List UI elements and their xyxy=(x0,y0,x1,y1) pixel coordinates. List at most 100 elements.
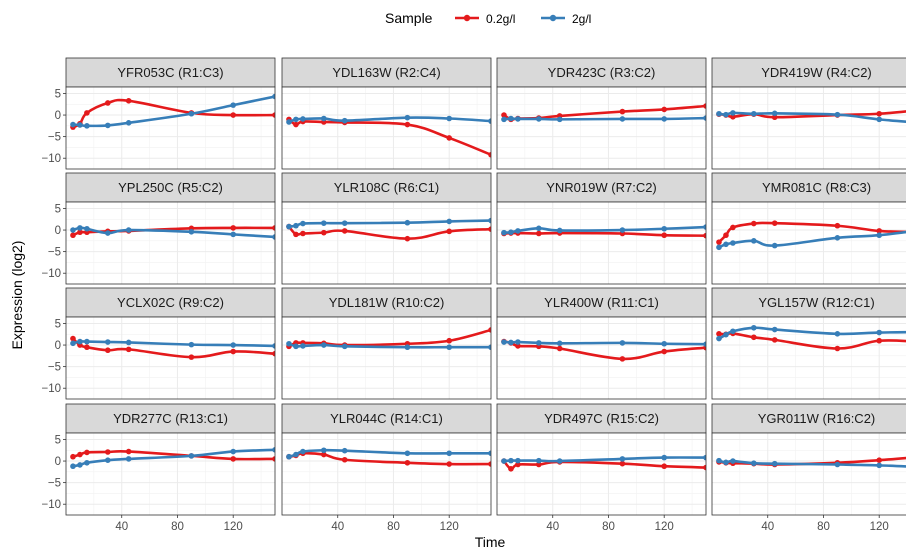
data-point xyxy=(508,339,514,346)
legend-item-2g-l-marker xyxy=(549,14,557,22)
facet-title: YDR423C (R3:C2) xyxy=(548,65,656,80)
facet-panel-8: YMR081C (R8:C3) xyxy=(711,172,906,285)
data-layer xyxy=(716,456,906,469)
data-point xyxy=(771,326,778,333)
x-tick-label: 40 xyxy=(761,521,774,533)
data-point xyxy=(321,451,327,458)
facet-panel-4: YDR419W (R4:C2) xyxy=(711,57,906,170)
panel-border xyxy=(65,432,276,516)
data-point xyxy=(272,225,275,231)
data-layer xyxy=(70,447,275,470)
data-point xyxy=(536,457,542,464)
data-point xyxy=(703,224,706,230)
data-point xyxy=(293,451,299,458)
panel-border xyxy=(711,86,906,170)
facet-panel-9: YCLX02C (R9:C2) 5 0 −5 −10 xyxy=(41,287,276,400)
data-point xyxy=(619,227,626,233)
data-point xyxy=(556,227,563,234)
facet-title: YPL250C (R5:C2) xyxy=(118,180,223,195)
panel-border xyxy=(496,432,707,516)
data-point xyxy=(876,116,882,123)
data-point xyxy=(272,350,275,357)
data-point xyxy=(834,461,841,468)
plot-background xyxy=(497,317,706,399)
facet-panel-15: YDR497C (R15:C2) 40 80 120 xyxy=(496,403,707,533)
data-point xyxy=(446,228,453,235)
legend-item-2g-l-label: 2g/l xyxy=(572,12,591,26)
panel-border xyxy=(496,316,707,400)
y-tick-label: −5 xyxy=(48,478,61,490)
facet-strip xyxy=(711,172,906,203)
data-point xyxy=(341,117,348,124)
plot-background xyxy=(497,202,706,284)
facet-title: YDL163W (R2:C4) xyxy=(332,65,440,80)
y-tick-label: −10 xyxy=(41,383,61,395)
data-layer xyxy=(501,103,706,123)
x-tick-label: 80 xyxy=(817,521,830,533)
data-point xyxy=(105,339,111,345)
data-point xyxy=(488,327,491,333)
data-point xyxy=(751,110,757,117)
facet-panel-14: YLR044C (R14:C1) 40 80 120 xyxy=(281,403,492,533)
data-point xyxy=(70,121,76,128)
data-point xyxy=(771,220,778,226)
data-point xyxy=(70,453,76,460)
facet-title: YDR497C (R15:C2) xyxy=(544,411,659,426)
facet-strip xyxy=(496,403,707,434)
data-point xyxy=(834,345,841,352)
x-tick-label: 120 xyxy=(440,521,459,533)
data-point xyxy=(230,112,236,118)
data-point xyxy=(230,231,236,238)
data-point xyxy=(751,460,757,467)
data-point xyxy=(77,122,83,128)
facet-strip xyxy=(281,57,492,88)
panel-border xyxy=(65,316,276,400)
facet-panel-1: YFR053C (R1:C3) 5 0 −5 −10 xyxy=(41,57,276,170)
data-point xyxy=(716,244,722,251)
panel-border xyxy=(65,201,276,285)
data-point xyxy=(125,98,132,104)
data-point xyxy=(515,339,521,345)
data-point xyxy=(556,458,563,464)
data-point xyxy=(105,449,111,455)
data-point xyxy=(300,116,306,122)
data-point xyxy=(515,116,521,122)
data-point xyxy=(84,459,90,466)
data-point xyxy=(515,461,521,468)
data-point xyxy=(321,115,327,122)
facet-title: YGL157W (R12:C1) xyxy=(758,295,874,310)
data-point xyxy=(230,448,236,455)
data-point xyxy=(300,230,306,237)
data-point xyxy=(556,340,563,347)
data-point xyxy=(446,344,453,351)
data-point xyxy=(77,338,83,345)
x-tick-label: 40 xyxy=(546,521,559,533)
data-point xyxy=(834,331,841,337)
data-point xyxy=(446,135,453,141)
data-point xyxy=(488,217,491,224)
data-point xyxy=(446,115,453,122)
plot-background xyxy=(712,87,906,169)
facet-strip xyxy=(281,172,492,203)
data-point xyxy=(300,220,306,227)
plot-background xyxy=(282,433,491,515)
data-point xyxy=(341,220,348,226)
data-point xyxy=(446,337,453,344)
data-layer xyxy=(70,93,275,130)
data-point xyxy=(771,114,778,121)
y-tick-label: −5 xyxy=(48,247,61,259)
x-tick-label: 80 xyxy=(171,521,184,533)
plot-background xyxy=(712,202,906,284)
panel-border xyxy=(281,86,492,170)
data-point xyxy=(619,356,626,362)
data-point xyxy=(84,225,90,232)
data-point xyxy=(771,110,778,117)
data-point xyxy=(661,116,667,122)
data-point xyxy=(188,354,195,360)
facet-strip xyxy=(496,172,707,203)
data-point xyxy=(84,449,90,456)
data-point xyxy=(404,459,411,466)
data-point xyxy=(105,347,111,354)
data-layer xyxy=(286,217,491,242)
data-point xyxy=(230,456,236,462)
